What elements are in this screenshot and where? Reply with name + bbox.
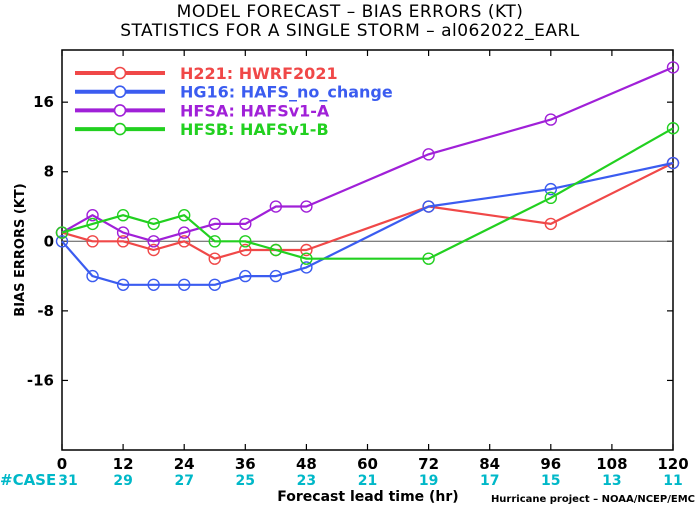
x-tick-label: 120	[657, 455, 688, 473]
data-point-H221	[177, 235, 191, 248]
case-count: 17	[480, 473, 499, 489]
data-point-HFSA	[666, 61, 680, 74]
legend-label-HFSB: HFSB: HAFSv1-B	[180, 120, 329, 139]
x-tick-label: 48	[296, 455, 317, 473]
data-point-HFSA	[300, 200, 313, 213]
chart-subtitle: STATISTICS FOR A SINGLE STORM – al062022…	[120, 21, 580, 41]
y-tick-label: -16	[27, 371, 54, 389]
data-point-H221	[147, 243, 160, 257]
y-tick-label: 0	[44, 232, 54, 250]
data-point-HFSB	[544, 191, 557, 205]
data-point-HFSB	[239, 235, 252, 248]
data-point-HFSB	[177, 209, 191, 222]
data-point-HFSA	[116, 226, 130, 239]
data-point-HFSA	[208, 217, 221, 231]
x-tick-label: 24	[174, 455, 195, 473]
data-point-HFSA	[239, 217, 252, 231]
case-count: 19	[419, 473, 438, 489]
data-point-HFSB	[55, 226, 69, 239]
data-point-HG16	[208, 278, 221, 291]
data-point-HG16	[147, 278, 160, 291]
x-tick-label: 0	[57, 455, 67, 473]
data-point-H221	[116, 235, 130, 248]
legend-marker-H221	[113, 66, 127, 80]
chart-title: MODEL FORECAST – BIAS ERRORS (KT)	[176, 2, 524, 22]
data-point-HFSA	[147, 235, 160, 248]
legend-label-H221: H221: HWRF2021	[180, 64, 338, 83]
data-point-H221	[86, 235, 99, 248]
data-point-HG16	[544, 182, 557, 196]
case-count: 23	[297, 473, 316, 489]
data-point-HFSA	[544, 113, 557, 126]
case-count: 11	[663, 473, 682, 489]
x-tick-label: 12	[113, 455, 134, 473]
x-tick-label: 84	[479, 455, 500, 473]
case-count: 31	[58, 473, 77, 489]
data-point-HFSB	[208, 235, 221, 248]
data-point-HFSB	[422, 252, 435, 265]
data-point-H221	[544, 217, 557, 231]
data-point-HG16	[177, 278, 191, 291]
legend-marker-HFSB	[113, 122, 127, 136]
case-count: 13	[602, 473, 621, 489]
data-point-HFSA	[177, 226, 191, 239]
data-point-HG16	[422, 200, 435, 213]
data-point-HG16	[666, 156, 680, 170]
y-tick-label: 8	[44, 163, 54, 181]
case-count: 25	[236, 473, 255, 489]
data-point-HFSA	[86, 209, 99, 222]
y-tick-label: -8	[37, 302, 54, 320]
data-point-HG16	[300, 261, 313, 274]
case-count: 15	[541, 473, 560, 489]
x-tick-label: 72	[418, 455, 439, 473]
data-point-HFSB	[666, 122, 680, 135]
data-point-HFSB	[147, 217, 160, 231]
case-label: #CASE	[0, 471, 56, 489]
series-line-HFSB	[61, 127, 674, 260]
x-axis-label: Forecast lead time (hr)	[277, 489, 458, 505]
data-point-HFSA	[422, 148, 435, 161]
data-point-HG16	[239, 269, 252, 283]
x-tick-label: 108	[596, 455, 627, 473]
data-point-HG16	[269, 269, 283, 283]
legend-marker-HG16	[113, 85, 127, 98]
data-point-H221	[239, 243, 252, 257]
data-point-HG16	[86, 269, 99, 283]
data-point-HFSB	[269, 243, 283, 257]
data-point-HFSB	[300, 252, 313, 265]
data-point-HFSB	[116, 209, 130, 222]
credit-text: Hurricane project – NOAA/NCEP/EMC	[491, 494, 695, 505]
data-point-HFSA	[269, 200, 283, 213]
legend-label-HFSA: HFSA: HAFSv1-A	[180, 101, 330, 120]
case-count: 29	[113, 473, 132, 489]
x-tick-label: 96	[540, 455, 561, 473]
y-axis-label: BIAS ERRORS (KT)	[13, 183, 28, 316]
data-point-H221	[300, 243, 313, 257]
case-count: 21	[358, 473, 377, 489]
legend-marker-HFSA	[113, 104, 127, 117]
case-count: 27	[174, 473, 193, 489]
data-point-HFSB	[86, 217, 99, 231]
y-tick-label: 16	[33, 93, 54, 111]
data-point-H221	[208, 252, 221, 265]
legend-label-HG16: HG16: HAFS_no_change	[180, 83, 393, 102]
data-point-HG16	[55, 235, 69, 248]
x-tick-label: 60	[357, 455, 378, 473]
data-point-HG16	[116, 278, 130, 291]
x-tick-label: 36	[235, 455, 256, 473]
